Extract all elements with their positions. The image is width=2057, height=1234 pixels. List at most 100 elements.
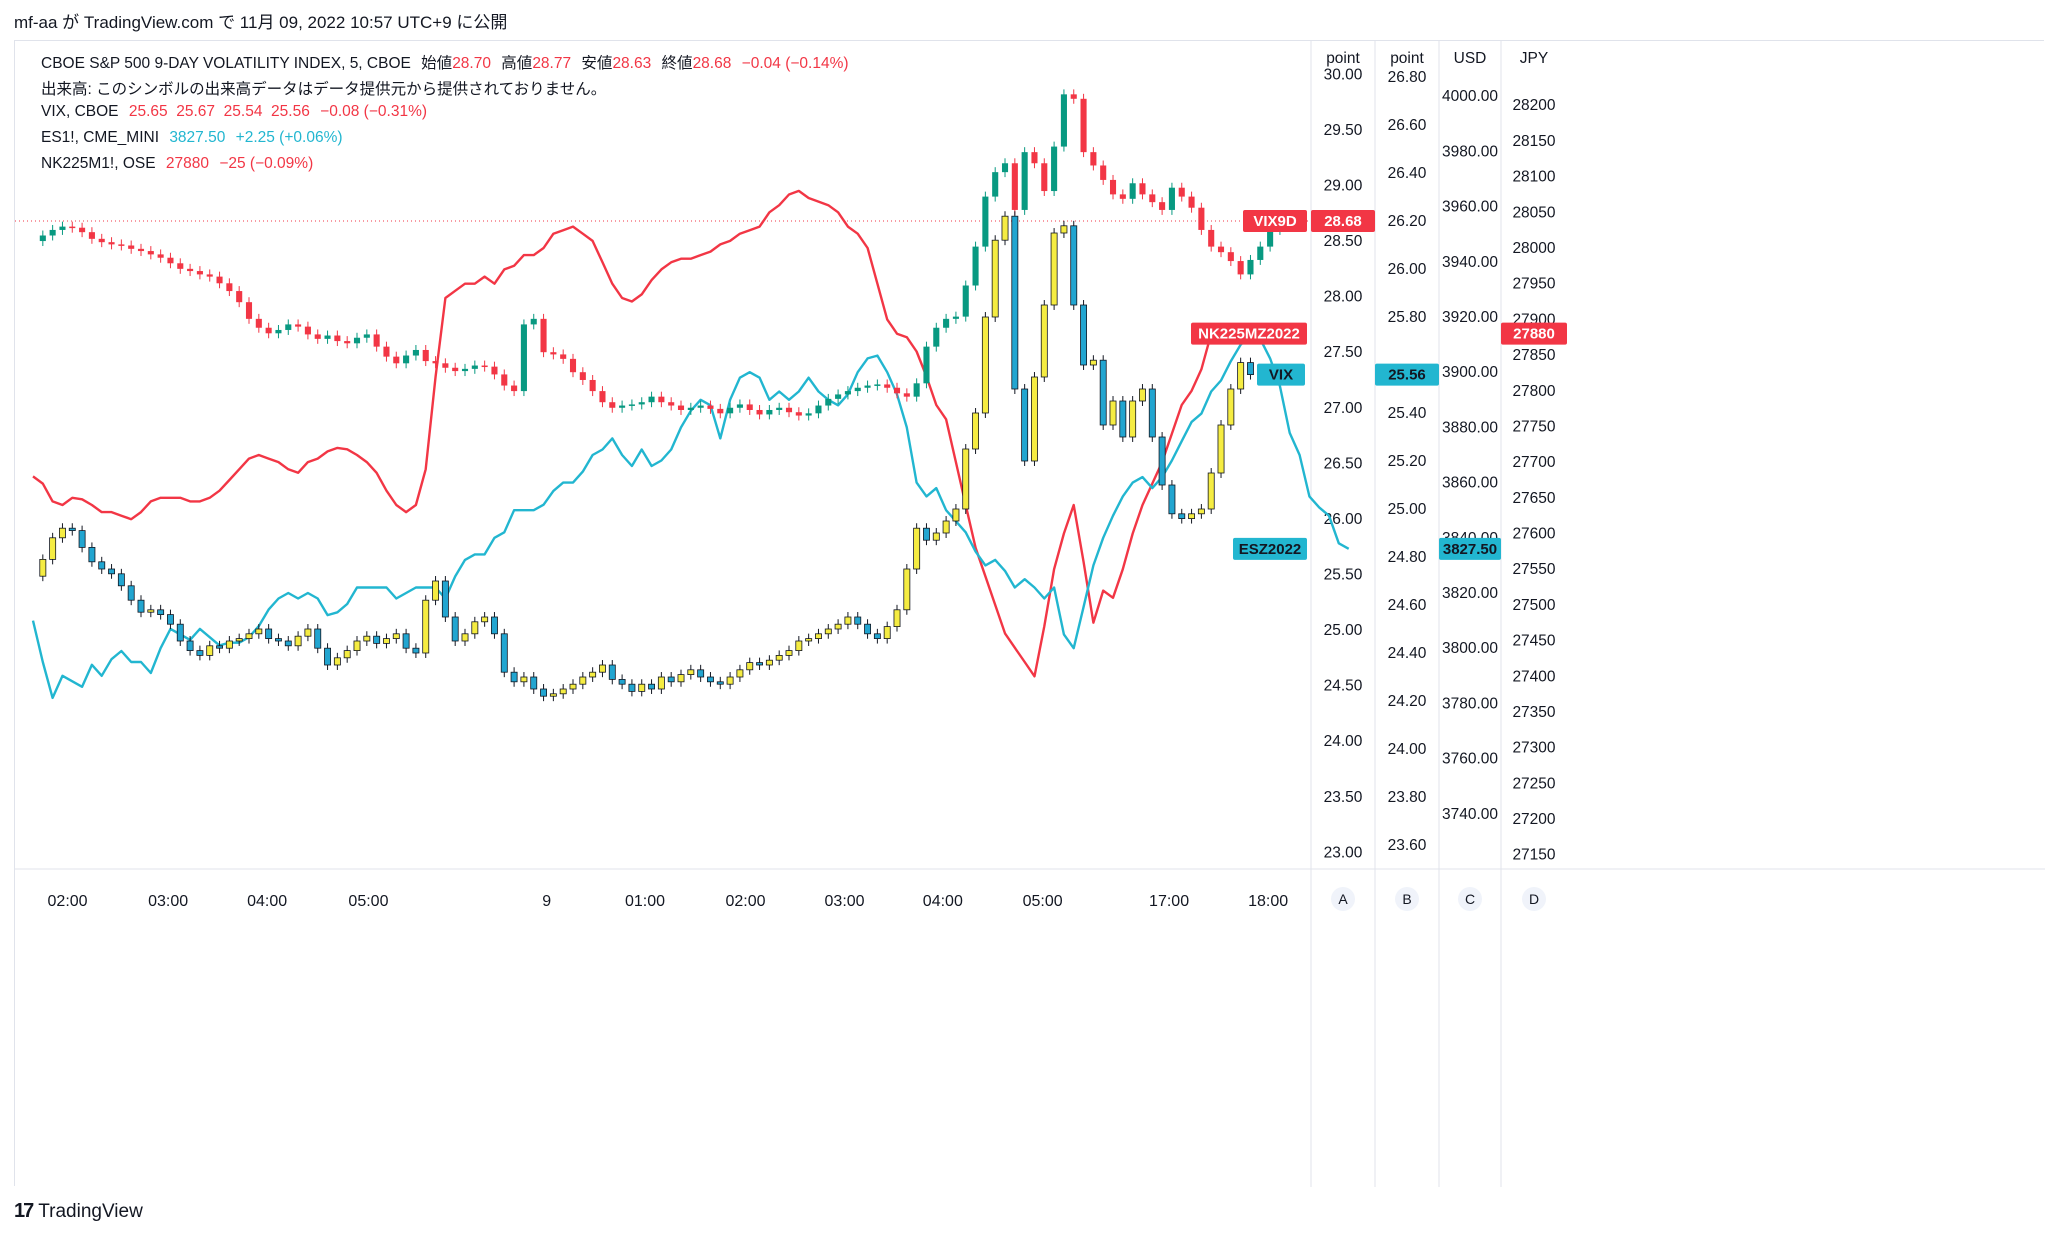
- vix9d-candle: [982, 196, 989, 247]
- vix9d-candle: [1129, 183, 1136, 199]
- legend-open: 28.70: [452, 55, 491, 72]
- vix-candle: [608, 664, 616, 680]
- vix-candle: [68, 527, 76, 532]
- vix9d-candle: [295, 324, 302, 327]
- vix-candle: [579, 676, 587, 685]
- chart-canvas[interactable]: 02:00 03:00 04:00 05:00 9 01:00 02:00 03:00 04:0…: [15, 41, 2045, 1187]
- vix-candle: [225, 640, 233, 649]
- vix-candle: [1227, 388, 1235, 426]
- vix9d-candle: [49, 229, 56, 236]
- vix-candle: [98, 561, 106, 570]
- vix-candle: [1237, 362, 1245, 390]
- price-tick-label: 24.50: [1324, 678, 1363, 695]
- vix-candle: [873, 633, 881, 639]
- price-tick-label: 24.40: [1388, 645, 1427, 662]
- vix-candle: [638, 683, 646, 692]
- vix9d-candle: [285, 324, 292, 330]
- es-name-tag: [1233, 537, 1307, 560]
- vix9d-candle: [88, 232, 95, 239]
- scale-button-a[interactable]: [1331, 887, 1355, 911]
- vix9d-candle: [805, 413, 812, 416]
- vix9d-candle: [677, 405, 685, 410]
- price-tick-label: 27600: [1512, 526, 1555, 543]
- vix9d-candle: [550, 352, 557, 355]
- legend-vix-values: 25.65 25.67 25.54 25.56: [128, 103, 310, 120]
- publish-header: mf-aa が TradingView.com で 11月 09, 2022 1…: [14, 13, 508, 32]
- vix9d-candle: [619, 405, 626, 408]
- legend-nk: NK225M1!, OSE 27880 −25 (−0.09%): [41, 155, 319, 173]
- vix-candle: [972, 412, 980, 450]
- vix9d-candle: [844, 391, 851, 395]
- vix9d-candle: [1060, 94, 1067, 147]
- price-tick-label: 27750: [1512, 418, 1555, 435]
- tradingview-brand: TradingView: [38, 1200, 143, 1222]
- price-tick-label: 23.00: [1324, 844, 1363, 861]
- es-value-label: 3827.50: [1443, 541, 1497, 558]
- scale-letter-c: C: [1465, 891, 1475, 907]
- vix9d-candle: [933, 327, 940, 347]
- vix-candle: [657, 676, 665, 690]
- legend-high: 28.77: [532, 55, 572, 72]
- vix-candle: [1060, 225, 1068, 234]
- vix9d-candle: [187, 268, 194, 272]
- vix-candle: [815, 633, 822, 639]
- price-tick-label: 28100: [1512, 169, 1555, 186]
- price-tick-label: 24.00: [1324, 733, 1363, 750]
- vix-candle: [510, 671, 518, 683]
- chart-frame[interactable]: 02:00 03:00 04:00 05:00 9 01:00 02:00 03:00 04:0…: [14, 40, 2045, 1187]
- vix-candle: [88, 546, 96, 563]
- vix9d-candle: [422, 349, 429, 362]
- es-name-label: ESZ2022: [1239, 541, 1302, 558]
- vix-candle: [540, 688, 547, 697]
- vix9d-candle: [98, 238, 105, 243]
- nk-value-label: 27880: [1513, 326, 1555, 343]
- price-tick-label: 3800.00: [1442, 640, 1498, 657]
- scale-header-d: JPY: [1520, 50, 1548, 67]
- vix9d-candle: [1237, 261, 1244, 275]
- vix9d-candle: [363, 334, 370, 338]
- vix-value-tag: [1375, 363, 1439, 386]
- vix-candle: [147, 609, 155, 613]
- tradingview-footer[interactable]: 17 TradingView: [14, 1200, 143, 1223]
- vix9d-candle: [1041, 163, 1048, 192]
- vix-candle: [1089, 359, 1097, 366]
- legend-vix-change: −0.08 (−0.31%): [320, 103, 428, 120]
- price-tick-label: 25.80: [1388, 309, 1427, 326]
- vix9d-candle: [511, 385, 518, 392]
- scale-button-d[interactable]: [1522, 887, 1546, 911]
- scale-letter-a: A: [1338, 891, 1348, 907]
- vix-candle: [1011, 215, 1019, 390]
- price-tick-label: 26.50: [1324, 455, 1363, 472]
- vix9d-candle: [216, 276, 223, 284]
- legend-open-label: 始値: [421, 55, 453, 72]
- time-tick-label: 05:00: [348, 893, 388, 910]
- price-tick-label: 3760.00: [1442, 751, 1498, 768]
- vix9d-candle: [69, 226, 76, 229]
- vix-candle: [834, 623, 842, 630]
- vix-candle: [618, 679, 626, 685]
- vix9d-candle: [108, 242, 115, 245]
- vix-candle: [206, 645, 214, 656]
- vix9d-candle: [353, 337, 361, 344]
- vix-candle: [716, 681, 724, 685]
- price-tick-label: 25.00: [1324, 622, 1363, 639]
- vix9d-candle: [167, 257, 174, 264]
- vix9d-candle: [236, 291, 243, 303]
- vix9d-candle: [540, 318, 547, 353]
- vix9d-candle: [785, 407, 793, 413]
- vix9d-candle: [874, 384, 881, 386]
- vix9d-candle: [776, 407, 783, 410]
- scale-button-b[interactable]: [1395, 887, 1419, 911]
- vix9d-candle: [1257, 246, 1264, 260]
- vix-candle: [923, 527, 930, 541]
- vix9d-candle: [599, 391, 606, 403]
- vix-candle: [451, 616, 459, 642]
- vix9d-candle: [324, 335, 331, 339]
- scale-button-c[interactable]: [1458, 887, 1482, 911]
- vix-candle: [549, 693, 557, 697]
- vix9d-candle: [226, 283, 233, 292]
- price-tick-label: 27300: [1512, 740, 1555, 757]
- time-tick-label: 9: [542, 893, 551, 910]
- vix9d-candle: [1090, 152, 1097, 166]
- price-tick-label: 28.00: [1324, 289, 1363, 306]
